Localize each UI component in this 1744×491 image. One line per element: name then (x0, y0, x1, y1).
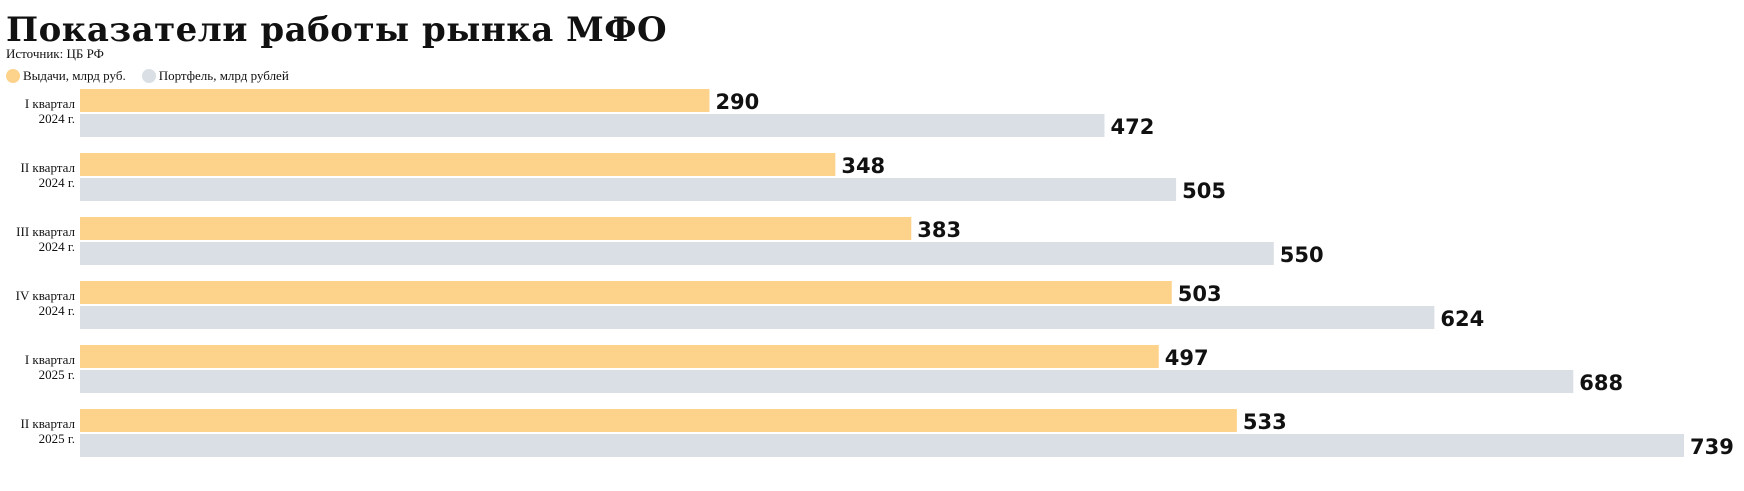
category-label: III квартал 2024 г. (16, 224, 75, 254)
value-label-portfolio: 739 (1690, 435, 1734, 459)
bar-portfolio (80, 178, 1177, 201)
bar-issuance (80, 153, 836, 176)
bar-portfolio (80, 306, 1435, 329)
value-label-issuance: 497 (1165, 346, 1209, 370)
category-label: IV квартал 2024 г. (16, 288, 76, 318)
category-label: I квартал 2024 г. (25, 96, 76, 126)
bar-issuance (80, 217, 912, 240)
chart-source: Источник: ЦБ РФ (6, 46, 104, 61)
value-label-issuance: 348 (841, 154, 885, 178)
value-label-portfolio: 550 (1280, 243, 1324, 267)
chart-title: Показатели работы рынка МФО (6, 10, 668, 50)
value-label-issuance: 383 (917, 218, 961, 242)
value-label-portfolio: 472 (1110, 115, 1154, 139)
legend-label-portfolio: Портфель, млрд рублей (158, 68, 289, 83)
category-label: I квартал 2025 г. (25, 352, 76, 382)
bar-issuance (80, 345, 1159, 368)
category-label: II квартал 2025 г. (20, 416, 75, 446)
value-label-portfolio: 505 (1182, 179, 1226, 203)
value-label-portfolio: 624 (1440, 307, 1484, 331)
legend-swatch-portfolio (141, 69, 156, 83)
bar-issuance (80, 89, 710, 112)
legend-swatch-issuance (6, 69, 20, 83)
value-label-issuance: 533 (1243, 410, 1287, 434)
bar-portfolio (80, 434, 1684, 457)
value-label-issuance: 503 (1178, 282, 1222, 306)
legend-item-issuance: Выдачи, млрд руб. (6, 68, 126, 84)
legend-item-portfolio: Портфель, млрд рублей (141, 68, 289, 84)
bar-portfolio (80, 114, 1105, 137)
value-label-issuance: 290 (715, 90, 759, 114)
bar-portfolio (80, 242, 1274, 265)
value-label-portfolio: 688 (1579, 371, 1623, 395)
bar-issuance (80, 409, 1237, 432)
bar-issuance (80, 281, 1172, 304)
bar-portfolio (80, 370, 1574, 393)
legend-label-issuance: Выдачи, млрд руб. (23, 68, 126, 83)
category-label: II квартал 2024 г. (20, 160, 75, 190)
chart-legend: Выдачи, млрд руб. Портфель, млрд рублей (6, 68, 305, 84)
